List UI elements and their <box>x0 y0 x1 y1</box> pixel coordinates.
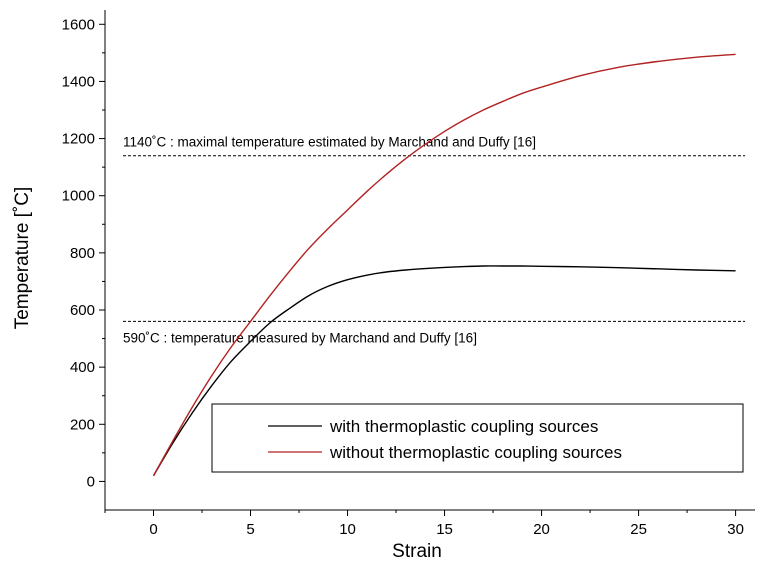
y-tick-label: 1400 <box>62 73 95 90</box>
series-line-with-coupling <box>152 265 736 477</box>
reference-lines: 1140˚C : maximal temperature estimated b… <box>123 135 745 345</box>
x-tick-label: 25 <box>630 521 647 538</box>
y-tick-label: 600 <box>70 302 95 319</box>
y-tick-label: 1600 <box>62 16 95 33</box>
y-tick-label: 1000 <box>62 188 95 205</box>
x-tick-label: 20 <box>533 521 550 538</box>
y-tick-label: 1200 <box>62 131 95 148</box>
x-axis-title: Strain <box>392 541 442 562</box>
y-tick-label: 800 <box>70 245 95 262</box>
y-tick-label: 200 <box>70 416 95 433</box>
legend-box <box>211 403 744 473</box>
axes: 0 5 10 15 20 25 30 0 200 400 600 800 1000 1200 1400 160… <box>62 10 755 538</box>
y-tick-label: 400 <box>70 359 95 376</box>
series-layer <box>152 53 736 477</box>
series-line-without-coupling <box>152 53 736 477</box>
x-tick-label: 10 <box>339 521 356 538</box>
y-axis-title: Temperature [˚C] <box>12 187 33 330</box>
y-tick-label: 0 <box>87 473 95 490</box>
legend-label-without-coupling: without thermoplastic coupling sources <box>329 443 622 462</box>
legend: with thermoplastic coupling sources with… <box>211 403 744 473</box>
legend-label-with-coupling: with thermoplastic coupling sources <box>329 417 598 436</box>
x-tick-label: 30 <box>727 521 744 538</box>
x-tick-label: 5 <box>246 521 254 538</box>
x-tick-label: 15 <box>436 521 453 538</box>
reference-annotation: 590˚C : temperature measured by Marchand… <box>123 330 477 345</box>
reference-annotation: 1140˚C : maximal temperature estimated b… <box>123 135 536 150</box>
x-tick-label: 0 <box>149 521 157 538</box>
